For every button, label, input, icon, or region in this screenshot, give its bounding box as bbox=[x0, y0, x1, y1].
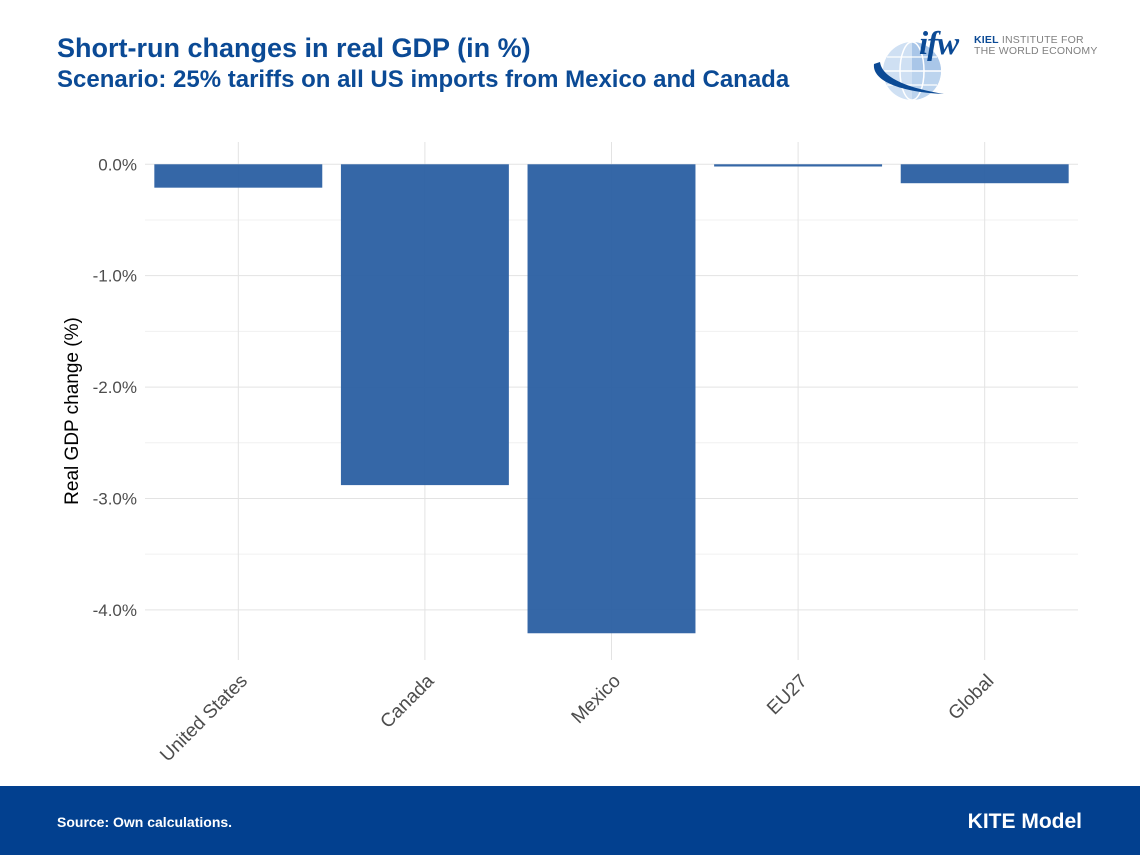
model-name: KITE Model bbox=[967, 810, 1082, 833]
footer-bar: Source: Own calculations. KITE Model bbox=[0, 786, 1140, 855]
logo-kiel: KIEL bbox=[974, 34, 999, 46]
y-tick-label: -1.0% bbox=[93, 267, 137, 286]
bar-eu27 bbox=[714, 164, 883, 167]
globe-icon bbox=[873, 41, 944, 101]
logo-line1: INSTITUTE FOR bbox=[998, 34, 1084, 46]
bar-global bbox=[900, 164, 1069, 184]
chart-subtitle: Scenario: 25% tariffs on all US imports … bbox=[57, 66, 790, 93]
ifw-logo: ifw KIEL INSTITUTE FOR THE WORLD ECONOMY bbox=[868, 22, 1098, 106]
y-tick-label: -4.0% bbox=[93, 601, 137, 620]
bar-united-states bbox=[154, 164, 323, 188]
y-tick-label: 0.0% bbox=[98, 155, 137, 174]
bar-canada bbox=[340, 164, 509, 486]
x-tick-label: EU27 bbox=[763, 671, 811, 719]
x-tick-label: Canada bbox=[377, 670, 439, 732]
x-tick-label: United States bbox=[156, 671, 252, 767]
logo-ifw-mark: ifw bbox=[919, 26, 959, 62]
bar-chart: 0.0% -1.0% -2.0% -3.0% -4.0% United States Can… bbox=[62, 142, 1078, 767]
logo-institute-name: KIEL INSTITUTE FOR THE WORLD ECONOMY bbox=[974, 35, 1098, 57]
y-tick-label: -2.0% bbox=[93, 378, 137, 397]
x-tick-label: Mexico bbox=[568, 671, 625, 728]
chart-title: Short-run changes in real GDP (in %) bbox=[57, 33, 531, 63]
x-tick-label: Global bbox=[945, 671, 999, 725]
logo-line2: THE WORLD ECONOMY bbox=[974, 45, 1098, 57]
bar-mexico bbox=[527, 164, 696, 634]
source-note: Source: Own calculations. bbox=[57, 814, 233, 830]
y-axis-title: Real GDP change (%) bbox=[62, 317, 83, 505]
y-tick-label: -3.0% bbox=[93, 489, 137, 508]
